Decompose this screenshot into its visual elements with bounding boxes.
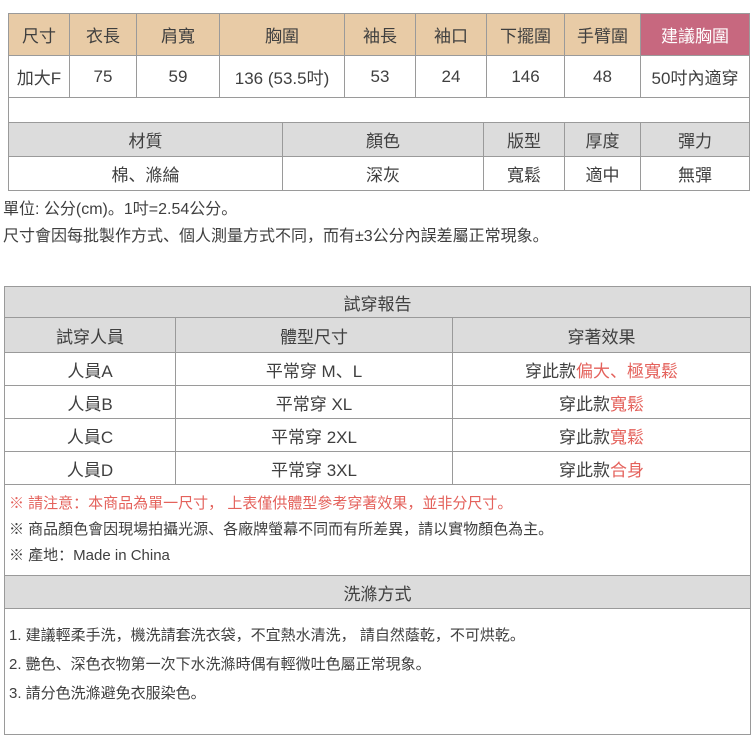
tester-effect: 穿此款寬鬆: [452, 385, 751, 419]
col-header-body-size: 體型尺寸: [175, 317, 453, 353]
origin-note: ※ 產地：Made in China: [9, 547, 170, 564]
fitting-report-table: 試穿報告 試穿人員 體型尺寸 穿著效果 人員A 平常穿 M、L 穿此款偏大、極寬…: [4, 286, 751, 735]
effect-prefix: 穿此款: [559, 394, 610, 414]
washing-title: 洗滌方式: [4, 575, 751, 609]
effect-prefix: 穿此款: [559, 460, 610, 480]
col-header-shoulder: 肩寬: [136, 13, 220, 56]
col-header-color: 顏色: [282, 122, 484, 157]
sleeve-value: 53: [344, 55, 416, 98]
size-chart-page: { "colors": { "header_tan": "#e8cba6", "…: [0, 13, 756, 735]
tester-name: 人員A: [4, 352, 176, 386]
washing-instruction-1: 1. 建議輕柔手洗，機洗請套洗衣袋，不宜熱水清洗， 請自然蔭乾，不可烘乾。: [9, 627, 525, 644]
col-header-cuff: 袖口: [415, 13, 487, 56]
col-header-size: 尺寸: [8, 13, 70, 56]
unit-note-line2: 尺寸會因每批製作方式、個人測量方式不同，而有±3公分內誤差屬正常現象。: [3, 228, 549, 245]
tester-size: 平常穿 M、L: [175, 352, 453, 386]
unit-notes: 單位: 公分(cm)。1吋=2.54公分。 尺寸會因每批製作方式、個人測量方式不…: [3, 196, 756, 250]
fitting-row-b: 人員B 平常穿 XL 穿此款寬鬆: [4, 385, 751, 419]
col-header-arm: 手臂圍: [564, 13, 641, 56]
effect-highlight: 合身: [610, 460, 644, 480]
unit-note-line1: 單位: 公分(cm)。1吋=2.54公分。: [3, 201, 238, 218]
tester-effect: 穿此款偏大、極寬鬆: [452, 352, 751, 386]
effect-prefix: 穿此款: [525, 361, 576, 381]
shoulder-value: 59: [136, 55, 220, 98]
col-header-hem: 下擺圍: [486, 13, 565, 56]
length-value: 75: [69, 55, 137, 98]
tester-effect: 穿此款合身: [452, 451, 751, 485]
cuff-value: 24: [415, 55, 487, 98]
fitting-report-title: 試穿報告: [4, 286, 751, 318]
size-table: 尺寸 衣長 肩寬 胸圍 袖長 袖口 下擺圍 手臂圍 建議胸圍 加大F 75 59…: [8, 13, 750, 122]
washing-instructions-cell: 1. 建議輕柔手洗，機洗請套洗衣袋，不宜熱水清洗， 請自然蔭乾，不可烘乾。 2.…: [4, 608, 751, 735]
arm-value: 48: [564, 55, 641, 98]
size-table-data-row: 加大F 75 59 136 (53.5吋) 53 24 146 48 50吋內適…: [8, 55, 750, 98]
effect-highlight: 寬鬆: [610, 394, 644, 414]
size-table-header-row: 尺寸 衣長 肩寬 胸圍 袖長 袖口 下擺圍 手臂圍 建議胸圍: [8, 13, 750, 56]
fitting-notes-row: ※ 請注意：本商品為單一尺寸， 上表僅供體型參考穿著效果，並非分尺寸。 ※ 商品…: [4, 484, 751, 576]
col-header-thickness: 厚度: [564, 122, 641, 157]
spacer-row: [8, 97, 750, 122]
col-header-material: 材質: [8, 122, 283, 157]
spec-table-header-row: 材質 顏色 版型 厚度 彈力: [8, 122, 750, 157]
suggested-chest-value: 50吋內適穿: [640, 55, 750, 98]
tester-size: 平常穿 2XL: [175, 418, 453, 452]
col-header-length: 衣長: [69, 13, 137, 56]
fit-value: 寬鬆: [483, 156, 565, 191]
effect-highlight: 偏大、極寬鬆: [576, 361, 678, 381]
washing-instruction-2: 2. 艷色、深色衣物第一次下水洗滌時偶有輕微吐色屬正常現象。: [9, 656, 431, 673]
washing-instruction-3: 3. 請分色洗滌避免衣服染色。: [9, 685, 206, 702]
effect-prefix: 穿此款: [559, 427, 610, 447]
fitting-row-a: 人員A 平常穿 M、L 穿此款偏大、極寬鬆: [4, 352, 751, 386]
material-value: 棉、滌綸: [8, 156, 283, 191]
col-header-tester: 試穿人員: [4, 317, 176, 353]
fitting-notes-cell: ※ 請注意：本商品為單一尺寸， 上表僅供體型參考穿著效果，並非分尺寸。 ※ 商品…: [4, 484, 751, 576]
fitting-title-row: 試穿報告: [4, 286, 751, 318]
col-header-chest: 胸圍: [219, 13, 345, 56]
hem-value: 146: [486, 55, 565, 98]
fitting-row-d: 人員D 平常穿 3XL 穿此款合身: [4, 451, 751, 485]
fitting-header-row: 試穿人員 體型尺寸 穿著效果: [4, 317, 751, 353]
color-difference-note: ※ 商品顏色會因現場拍攝光源、各廠牌螢幕不同而有所差異，請以實物顏色為主。: [9, 521, 554, 538]
color-value: 深灰: [282, 156, 484, 191]
tester-name: 人員B: [4, 385, 176, 419]
elasticity-value: 無彈: [640, 156, 750, 191]
tester-effect: 穿此款寬鬆: [452, 418, 751, 452]
spec-table-data-row: 棉、滌綸 深灰 寬鬆 適中 無彈: [8, 156, 750, 191]
washing-title-row: 洗滌方式: [4, 575, 751, 609]
spacer-cell: [8, 97, 750, 122]
thickness-value: 適中: [564, 156, 641, 191]
col-header-suggested-chest: 建議胸圍: [640, 13, 750, 56]
tester-size: 平常穿 3XL: [175, 451, 453, 485]
spec-table: 材質 顏色 版型 厚度 彈力 棉、滌綸 深灰 寬鬆 適中 無彈: [8, 122, 750, 191]
warning-note: ※ 請注意：本商品為單一尺寸， 上表僅供體型參考穿著效果，並非分尺寸。: [9, 495, 513, 512]
washing-instructions-row: 1. 建議輕柔手洗，機洗請套洗衣袋，不宜熱水清洗， 請自然蔭乾，不可烘乾。 2.…: [4, 608, 751, 735]
fitting-row-c: 人員C 平常穿 2XL 穿此款寬鬆: [4, 418, 751, 452]
chest-value: 136 (53.5吋): [219, 55, 345, 98]
effect-highlight: 寬鬆: [610, 427, 644, 447]
col-header-elasticity: 彈力: [640, 122, 750, 157]
tester-size: 平常穿 XL: [175, 385, 453, 419]
col-header-wearing-effect: 穿著效果: [452, 317, 751, 353]
col-header-sleeve: 袖長: [344, 13, 416, 56]
tester-name: 人員C: [4, 418, 176, 452]
tester-name: 人員D: [4, 451, 176, 485]
size-value: 加大F: [8, 55, 70, 98]
col-header-fit: 版型: [483, 122, 565, 157]
